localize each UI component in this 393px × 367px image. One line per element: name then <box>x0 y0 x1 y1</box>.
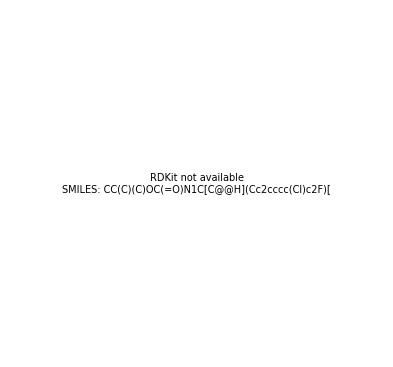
Text: RDKit not available
SMILES: CC(C)(C)OC(=O)N1C[C@@H](Cc2cccc(Cl)c2F)[: RDKit not available SMILES: CC(C)(C)OC(=… <box>62 173 331 194</box>
